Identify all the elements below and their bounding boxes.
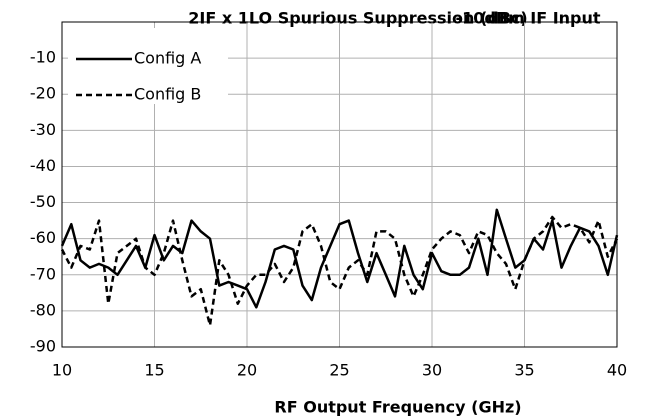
plot-border bbox=[61, 21, 618, 348]
y-tick-label: -60 bbox=[30, 228, 56, 247]
x-tick-label: 20 bbox=[237, 361, 257, 380]
y-tick-label: -50 bbox=[30, 192, 56, 211]
chart-title: 2IF x 1LO Spurious Suppression (dBc) bbox=[188, 9, 527, 28]
x-tick-label: 35 bbox=[514, 361, 534, 380]
x-axis-label: RF Output Frequency (GHz) bbox=[274, 398, 521, 417]
legend-label: Config B bbox=[134, 85, 201, 104]
y-tick-label: -30 bbox=[30, 120, 56, 139]
y-tick-label: -90 bbox=[30, 337, 56, 356]
y-tick-label: -20 bbox=[30, 84, 56, 103]
legend-label: Config A bbox=[134, 49, 201, 68]
series-line bbox=[60, 215, 619, 327]
y-tick-label: -10 bbox=[30, 48, 56, 67]
y-tick-label: -70 bbox=[30, 264, 56, 283]
legend-box bbox=[68, 28, 228, 104]
x-tick-label: 10 bbox=[52, 361, 72, 380]
x-tick-label: 15 bbox=[144, 361, 164, 380]
x-tick-label: 25 bbox=[329, 361, 349, 380]
y-tick-label: -80 bbox=[30, 300, 56, 319]
y-tick-label: -40 bbox=[30, 156, 56, 175]
x-tick-label: 30 bbox=[422, 361, 442, 380]
chart-subtitle: -10dBm IF Input bbox=[455, 9, 600, 28]
x-tick-label: 40 bbox=[607, 361, 627, 380]
